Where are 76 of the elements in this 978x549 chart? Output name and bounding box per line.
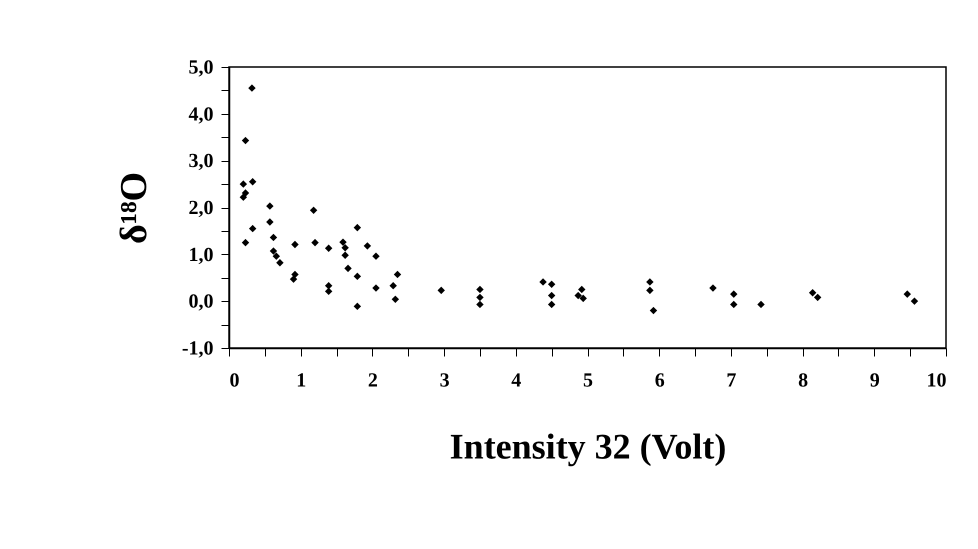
point — [324, 282, 332, 290]
point — [476, 294, 484, 302]
x-tick-label: 6 — [654, 370, 665, 392]
point — [270, 247, 278, 255]
point — [242, 238, 250, 246]
point — [341, 244, 349, 252]
point — [476, 286, 484, 294]
point — [354, 272, 362, 280]
y-tick-label: 0,0 — [188, 290, 214, 313]
x-tick-label: 9 — [870, 370, 880, 392]
point — [354, 224, 362, 232]
point — [476, 300, 484, 308]
point — [240, 180, 248, 188]
point — [344, 264, 352, 272]
y-tick-label: -1,0 — [182, 338, 214, 360]
point — [438, 286, 445, 294]
y-tick-label: 5,0 — [188, 56, 214, 78]
y-tick-label: 1,0 — [188, 244, 214, 266]
point — [548, 292, 556, 300]
point — [324, 288, 332, 296]
y-tick-label: 2,0 — [188, 197, 214, 219]
point — [757, 300, 765, 308]
point — [646, 278, 654, 286]
x-tick-label: 1 — [296, 370, 306, 392]
x-tick-label: 7 — [726, 370, 736, 392]
point — [578, 286, 586, 294]
point — [266, 202, 274, 210]
point — [248, 224, 256, 232]
point — [539, 278, 547, 286]
point — [276, 259, 284, 266]
x-tick-label: 4 — [511, 370, 522, 392]
point — [392, 296, 400, 303]
point — [310, 206, 318, 214]
point — [574, 292, 582, 300]
point — [579, 294, 587, 302]
y-tick-label: 4,0 — [188, 103, 214, 126]
point — [364, 242, 372, 250]
point — [324, 244, 332, 252]
point — [389, 282, 397, 290]
point — [394, 270, 402, 278]
point — [709, 284, 717, 292]
point — [650, 306, 658, 314]
point — [814, 294, 822, 302]
x-tick-label: 8 — [798, 370, 808, 392]
point — [341, 252, 349, 259]
x-tick-label: 3 — [440, 370, 450, 392]
y-axis-title: δ¹⁸O — [112, 172, 155, 244]
point — [646, 286, 654, 294]
point — [311, 238, 319, 246]
point — [372, 284, 380, 292]
point — [272, 252, 280, 260]
point — [248, 84, 256, 92]
point — [548, 280, 556, 288]
point — [372, 252, 380, 260]
point — [290, 275, 298, 283]
x-axis-title: Intensity 32 (Volt) — [450, 426, 726, 466]
y-tick-label: 3,0 — [188, 150, 214, 172]
x-tick-label: 2 — [368, 370, 378, 392]
point — [904, 290, 911, 298]
point — [730, 300, 738, 308]
point — [248, 178, 256, 186]
point — [354, 302, 362, 310]
point — [266, 218, 274, 226]
point — [730, 290, 738, 298]
point — [270, 234, 278, 242]
x-tick-label: 5 — [583, 370, 593, 392]
point — [910, 297, 918, 305]
point — [242, 136, 250, 144]
point — [339, 238, 347, 246]
x-tick-label: 10 — [926, 370, 946, 392]
point — [808, 289, 816, 296]
point — [240, 193, 248, 201]
x-tick-label: 0 — [230, 370, 240, 392]
point — [548, 300, 556, 308]
point — [291, 240, 299, 248]
point — [242, 189, 250, 197]
